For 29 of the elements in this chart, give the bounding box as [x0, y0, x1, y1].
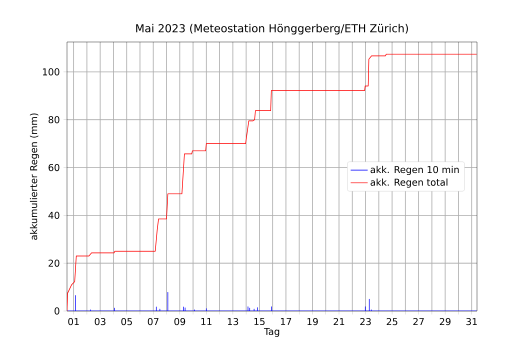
x-tick-label: 07: [148, 318, 158, 326]
line-series: [67, 292, 477, 311]
x-tick-label: 21: [334, 318, 344, 326]
x-tick-label: 01: [68, 318, 79, 326]
x-tick-label: 09: [174, 318, 186, 326]
y-tick-label: 80: [48, 116, 60, 124]
x-tick-label: 25: [386, 318, 398, 326]
y-tick-label: 20: [48, 260, 60, 267]
legend-label: akk. Regen total: [370, 178, 448, 188]
line-series: [67, 54, 477, 311]
x-tick-label: 03: [94, 318, 106, 326]
y-tick-label: 0: [54, 307, 60, 315]
x-axis-title: Tag: [264, 328, 280, 337]
y-axis-title: akkumulierter Regen (mm): [30, 113, 40, 240]
x-tick-label: 19: [307, 318, 318, 326]
legend-label: akk. Regen 10 min: [370, 166, 459, 175]
x-tick-label: 27: [413, 318, 424, 326]
x-tick-label: 29: [440, 318, 451, 326]
chart-title: Mai 2023 (Meteostation Hönggerberg/ETH Zürich): [136, 24, 408, 34]
x-tick-label: 17: [280, 318, 292, 325]
x-tick-label: 31: [466, 318, 477, 326]
x-tick-label: 05: [121, 318, 132, 326]
x-tick-label: 11: [201, 318, 212, 325]
y-tick-label: 100: [42, 68, 60, 76]
y-tick-label: 40: [48, 212, 60, 219]
x-tick-label: 15: [254, 318, 265, 326]
x-tick-label: 13: [228, 318, 238, 326]
y-tick-label: 60: [48, 164, 60, 172]
x-tick-label: 23: [360, 318, 371, 326]
